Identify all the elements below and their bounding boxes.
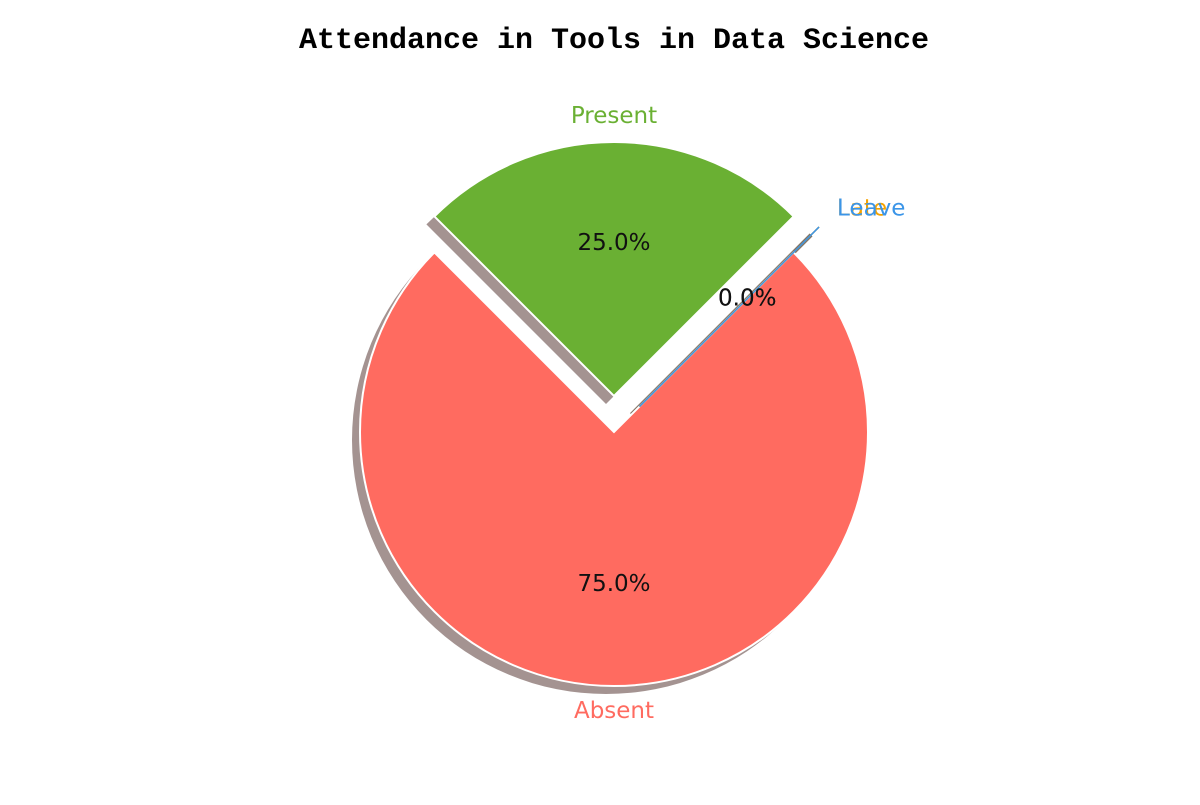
slice-present — [432, 141, 796, 398]
slice-layer — [359, 141, 869, 687]
percent-label-absent: 75.0% — [577, 571, 650, 597]
slice-absent — [359, 250, 869, 687]
label-late: Late — [837, 195, 887, 221]
percent-label-late: 0.0% — [718, 285, 776, 311]
slice-leave — [638, 226, 820, 408]
percent-label-leave: 0.0% — [718, 285, 776, 311]
label-leave: Leave — [837, 195, 905, 221]
label-present: Present — [571, 103, 657, 129]
label-absent: Absent — [574, 698, 654, 724]
chart-title: Attendance in Tools in Data Science — [299, 24, 929, 58]
percent-label-present: 25.0% — [577, 230, 650, 256]
